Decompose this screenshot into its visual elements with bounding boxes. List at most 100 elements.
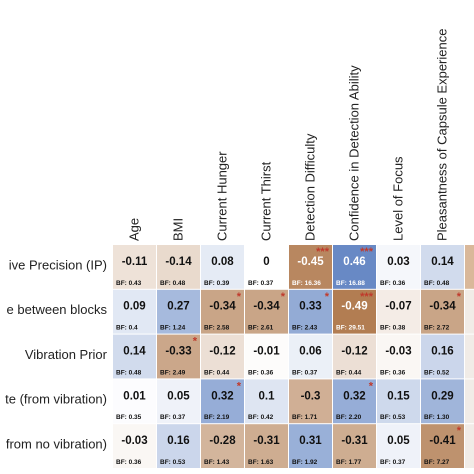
cell-bf-label: BF: 1.92	[292, 459, 318, 466]
cell-value-label: 0.32	[211, 390, 233, 402]
heatmap-cell	[113, 334, 156, 379]
cell-bf-label: BF: 0.39	[204, 280, 230, 287]
cell-bf-label: BF: 0.53	[160, 459, 186, 466]
cell-value-label: -0.31	[253, 435, 280, 447]
significance-marker: ***	[360, 246, 374, 258]
heatmap-cell	[333, 334, 376, 379]
cell-bf-label: BF: 1.30	[424, 414, 450, 421]
cell-value-label: -0.07	[385, 301, 411, 313]
heatmap-cell-cropped	[465, 334, 474, 379]
heatmap-cell	[333, 245, 376, 289]
column-label: Current Thirst	[259, 161, 274, 241]
significance-marker: *	[193, 336, 198, 348]
cell-bf-label: BF: 1.71	[292, 414, 318, 421]
cell-bf-label: BF: 0.36	[380, 280, 406, 287]
heatmap-cell	[201, 334, 244, 379]
significance-marker: ***	[360, 291, 374, 303]
significance-marker: ***	[316, 246, 330, 258]
column-label: BMI	[171, 218, 186, 241]
cell-bf-label: BF: 0.48	[160, 280, 186, 287]
cell-bf-label: BF: 1.63	[248, 459, 274, 466]
cell-value-label: 0.03	[387, 256, 409, 268]
cell-value-label: -0.14	[165, 256, 192, 268]
cell-value-label: 0.33	[299, 301, 321, 313]
cell-value-label: 0.16	[431, 346, 453, 358]
heatmap-cell	[377, 379, 420, 424]
cell-value-label: -0.12	[209, 346, 235, 358]
cell-value-label: 0.05	[167, 390, 190, 402]
cell-bf-label: BF: 2.19	[204, 414, 230, 421]
heatmap-cell-cropped	[465, 379, 474, 424]
cell-bf-label: BF: 2.72	[424, 325, 450, 332]
cell-value-label: -0.12	[341, 346, 367, 358]
significance-marker: *	[457, 291, 462, 303]
heatmap-cell	[157, 334, 200, 379]
heatmap-cell	[289, 334, 332, 379]
cell-value-label: -0.34	[253, 301, 280, 313]
cell-value-label: 0.05	[387, 435, 410, 447]
cell-bf-label: BF: 0.42	[248, 414, 274, 421]
row-label: ive Precision (IP)	[9, 257, 107, 272]
cell-bf-label: BF: 0.44	[204, 369, 230, 376]
cell-bf-label: BF: 0.4	[116, 325, 138, 332]
cell-bf-label: BF: 2.61	[248, 325, 274, 332]
significance-marker: *	[369, 380, 374, 392]
cell-value-label: 0.29	[431, 390, 453, 402]
cell-value-label: 0.16	[167, 435, 189, 447]
cell-bf-label: BF: 29.51	[336, 325, 365, 332]
cell-bf-label: BF: 0.48	[424, 280, 450, 287]
cell-value-label: 0.31	[299, 435, 322, 447]
cell-bf-label: BF: 16.88	[336, 280, 365, 287]
cell-value-label: -0.34	[429, 301, 456, 313]
cell-value-label: -0.11	[122, 256, 148, 268]
heatmap-cell	[289, 379, 332, 424]
row-label: e between blocks	[7, 302, 108, 317]
row-label: from no vibration)	[6, 437, 107, 452]
cell-value-label: 0.27	[167, 301, 189, 313]
cell-bf-label: BF: 0.48	[116, 369, 142, 376]
cell-bf-label: BF: 0.36	[248, 369, 274, 376]
cell-value-label: -0.3	[301, 390, 321, 402]
heatmap-cell	[201, 379, 244, 424]
significance-marker: *	[281, 291, 286, 303]
heatmap-cell	[333, 379, 376, 424]
cell-value-label: 0.06	[299, 346, 321, 358]
heatmap-cell	[245, 334, 288, 379]
cell-bf-label: BF: 0.37	[292, 369, 318, 376]
cell-value-label: 0.08	[211, 256, 234, 268]
cell-value-label: -0.01	[253, 346, 280, 358]
significance-marker: *	[325, 291, 330, 303]
cell-value-label: -0.34	[209, 301, 236, 313]
significance-marker: *	[237, 291, 242, 303]
heatmap-cell	[113, 245, 156, 289]
cell-value-label: 0.14	[431, 256, 454, 268]
cell-value-label: -0.41	[429, 435, 456, 447]
cell-bf-label: BF: 2.20	[336, 414, 362, 421]
cell-bf-label: BF: 0.43	[116, 280, 142, 287]
heatmap-cell	[289, 424, 332, 468]
cell-value-label: 0.1	[259, 390, 276, 402]
significance-marker: *	[457, 425, 462, 437]
cell-bf-label: BF: 0.53	[380, 414, 406, 421]
column-label: Detection Difficulty	[303, 133, 318, 241]
cell-bf-label: BF: 2.49	[160, 369, 186, 376]
cell-bf-label: BF: 1.24	[160, 325, 186, 332]
column-label: Confidence in Detection Ability	[347, 65, 362, 241]
cell-bf-label: BF: 0.36	[380, 369, 406, 376]
row-label: te (from vibration)	[5, 392, 107, 407]
cell-bf-label: BF: 2.58	[204, 325, 230, 332]
cell-value-label: -0.49	[341, 301, 367, 313]
heatmap-cell	[113, 289, 156, 334]
significance-marker: *	[237, 380, 242, 392]
cell-bf-label: BF: 0.37	[160, 414, 186, 421]
heatmap-cell	[201, 289, 244, 334]
cell-value-label: 0.01	[123, 390, 146, 402]
heatmap-cell	[245, 424, 288, 468]
cell-bf-label: BF: 0.44	[336, 369, 362, 376]
cell-bf-label: BF: 0.37	[380, 459, 406, 466]
heatmap-cell	[377, 334, 420, 379]
heatmap-cell	[421, 379, 464, 424]
heatmap-cell-cropped	[465, 245, 474, 289]
